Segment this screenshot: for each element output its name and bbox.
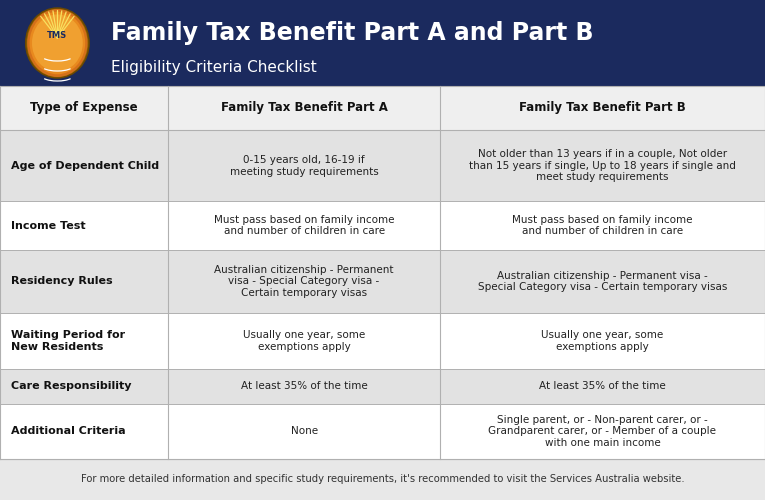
Ellipse shape <box>30 12 85 74</box>
FancyBboxPatch shape <box>0 368 765 404</box>
Text: Additional Criteria: Additional Criteria <box>11 426 126 436</box>
Text: Must pass based on family income
and number of children in care: Must pass based on family income and num… <box>214 215 394 236</box>
Text: Family Tax Benefit Part A and Part B: Family Tax Benefit Part A and Part B <box>111 20 594 44</box>
FancyBboxPatch shape <box>0 202 765 250</box>
FancyBboxPatch shape <box>0 86 765 130</box>
Text: None: None <box>291 426 317 436</box>
Ellipse shape <box>32 14 83 72</box>
FancyBboxPatch shape <box>0 459 765 500</box>
Text: Care Responsibility: Care Responsibility <box>11 381 132 391</box>
Text: Usually one year, some
exemptions apply: Usually one year, some exemptions apply <box>243 330 365 351</box>
Text: Not older than 13 years if in a couple, Not older
than 15 years if single, Up to: Not older than 13 years if in a couple, … <box>469 149 736 182</box>
Text: Income Test: Income Test <box>11 220 86 230</box>
Text: At least 35% of the time: At least 35% of the time <box>241 381 367 391</box>
FancyBboxPatch shape <box>0 0 765 86</box>
Text: TMS: TMS <box>47 31 67 40</box>
FancyBboxPatch shape <box>0 130 765 202</box>
Text: Australian citizenship - Permanent visa -
Special Category visa - Certain tempor: Australian citizenship - Permanent visa … <box>478 270 727 292</box>
Text: 0-15 years old, 16-19 if
meeting study requirements: 0-15 years old, 16-19 if meeting study r… <box>230 155 379 176</box>
Text: Usually one year, some
exemptions apply: Usually one year, some exemptions apply <box>542 330 663 351</box>
Text: Australian citizenship - Permanent
visa - Special Category visa -
Certain tempor: Australian citizenship - Permanent visa … <box>214 265 394 298</box>
Ellipse shape <box>28 9 87 77</box>
Text: At least 35% of the time: At least 35% of the time <box>539 381 666 391</box>
Ellipse shape <box>26 8 89 78</box>
Text: Residency Rules: Residency Rules <box>11 276 113 286</box>
Text: Family Tax Benefit Part B: Family Tax Benefit Part B <box>519 102 685 114</box>
Text: Type of Expense: Type of Expense <box>31 102 138 114</box>
Text: Eligibility Criteria Checklist: Eligibility Criteria Checklist <box>111 60 317 74</box>
FancyBboxPatch shape <box>0 314 765 368</box>
Text: Waiting Period for
New Residents: Waiting Period for New Residents <box>11 330 125 351</box>
Text: Must pass based on family income
and number of children in care: Must pass based on family income and num… <box>513 215 692 236</box>
FancyBboxPatch shape <box>0 250 765 314</box>
Text: Family Tax Benefit Part A: Family Tax Benefit Part A <box>220 102 388 114</box>
FancyBboxPatch shape <box>0 86 765 459</box>
FancyBboxPatch shape <box>0 404 765 459</box>
Text: Age of Dependent Child: Age of Dependent Child <box>11 160 160 170</box>
Text: For more detailed information and specific study requirements, it's recommended : For more detailed information and specif… <box>80 474 685 484</box>
Text: Single parent, or - Non-parent carer, or -
Grandparent carer, or - Member of a c: Single parent, or - Non-parent carer, or… <box>488 414 717 448</box>
